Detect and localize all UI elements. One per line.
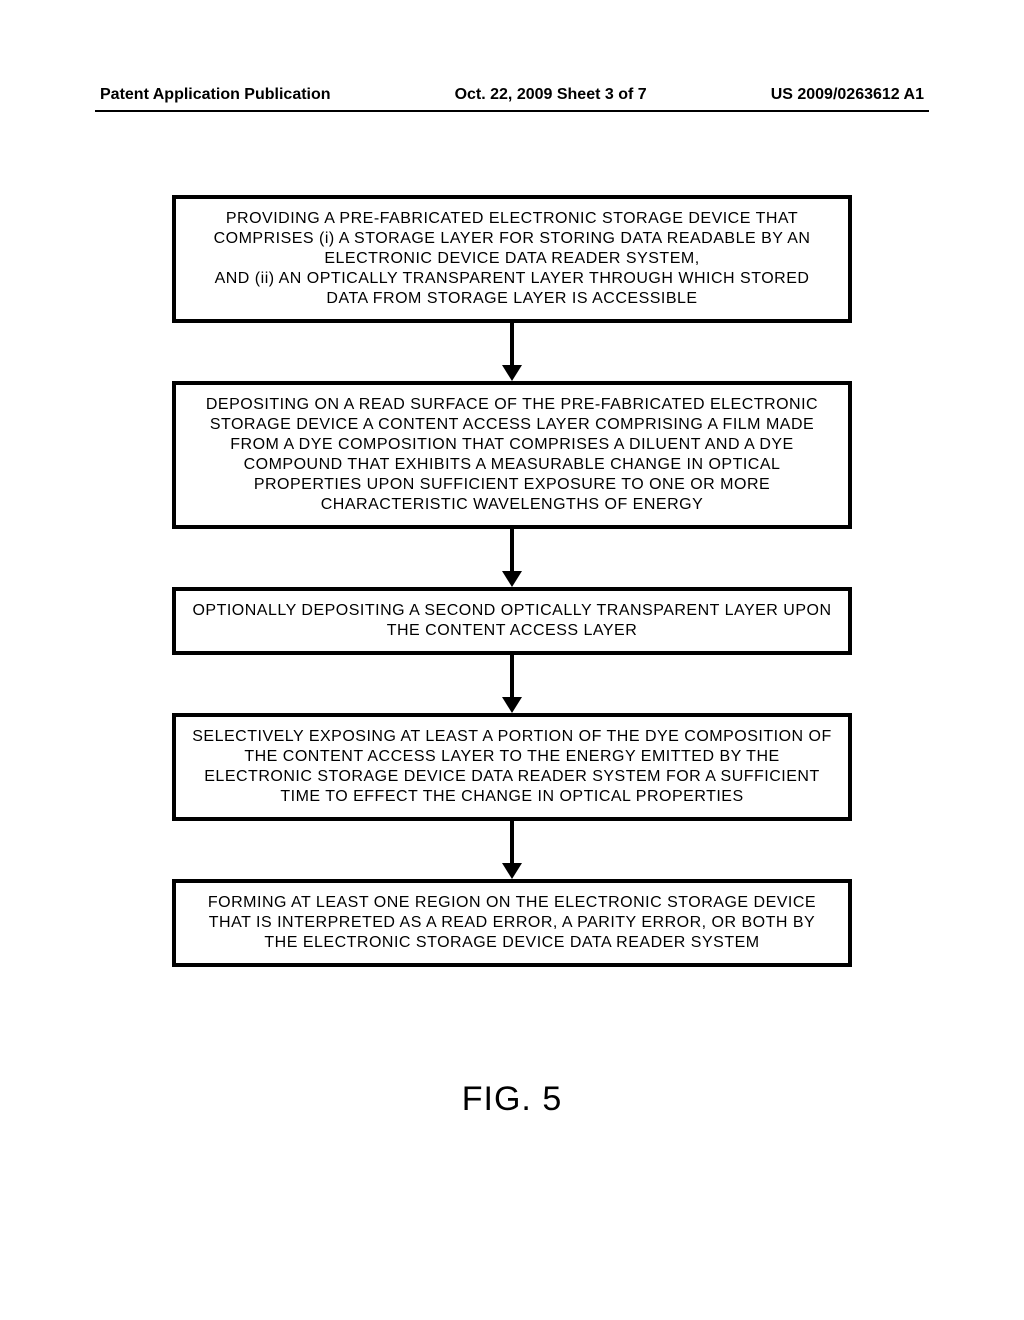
flow-step-5: FORMING AT LEAST ONE REGION ON THE ELECT… [172, 879, 852, 967]
flow-step-1-text: PROVIDING A PRE-FABRICATED ELECTRONIC ST… [214, 210, 811, 307]
flow-step-5-text: FORMING AT LEAST ONE REGION ON THE ELECT… [208, 894, 816, 951]
page-header: Patent Application Publication Oct. 22, … [0, 86, 1024, 104]
arrow-line-icon [510, 655, 514, 701]
flow-arrow-1 [172, 323, 852, 381]
flow-step-2: DEPOSITING ON A READ SURFACE OF THE PRE-… [172, 381, 852, 529]
arrow-head-icon [502, 365, 522, 381]
flow-step-2-text: DEPOSITING ON A READ SURFACE OF THE PRE-… [206, 396, 818, 513]
flow-arrow-3 [172, 655, 852, 713]
flow-arrow-2 [172, 529, 852, 587]
flow-step-4: SELECTIVELY EXPOSING AT LEAST A PORTION … [172, 713, 852, 821]
arrow-line-icon [510, 323, 514, 369]
flow-step-4-text: SELECTIVELY EXPOSING AT LEAST A PORTION … [192, 728, 831, 805]
arrow-head-icon [502, 571, 522, 587]
header-left: Patent Application Publication [100, 86, 331, 104]
header-center: Oct. 22, 2009 Sheet 3 of 7 [455, 86, 647, 104]
header-right: US 2009/0263612 A1 [771, 86, 924, 104]
figure-label: FIG. 5 [0, 1080, 1024, 1119]
flow-step-3-text: OPTIONALLY DEPOSITING A SECOND OPTICALLY… [192, 602, 831, 639]
arrow-line-icon [510, 529, 514, 575]
header-rule [95, 110, 929, 112]
flow-step-3: OPTIONALLY DEPOSITING A SECOND OPTICALLY… [172, 587, 852, 655]
flow-step-1: PROVIDING A PRE-FABRICATED ELECTRONIC ST… [172, 195, 852, 323]
flow-arrow-4 [172, 821, 852, 879]
arrow-head-icon [502, 697, 522, 713]
arrow-head-icon [502, 863, 522, 879]
flowchart: PROVIDING A PRE-FABRICATED ELECTRONIC ST… [172, 195, 852, 967]
arrow-line-icon [510, 821, 514, 867]
